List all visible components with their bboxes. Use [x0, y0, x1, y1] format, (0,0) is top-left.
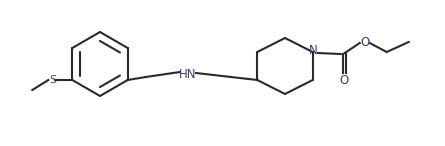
Text: O: O [340, 73, 349, 86]
Text: O: O [360, 35, 369, 48]
Text: N: N [309, 45, 318, 58]
Text: HN: HN [179, 67, 197, 80]
Text: S: S [50, 75, 57, 85]
